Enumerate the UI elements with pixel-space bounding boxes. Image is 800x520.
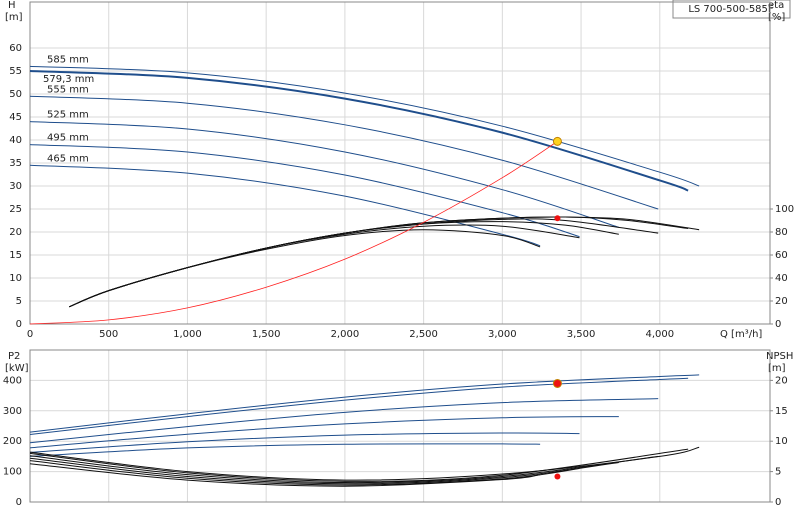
curve-label: 465 mm (47, 153, 89, 164)
x-tick-label: 1,000 (173, 329, 202, 340)
plot-frame (29, 349, 771, 503)
title-box (672, 0, 791, 19)
y2-tick-label: 100 (775, 204, 794, 215)
x-tick-label: 3,500 (567, 329, 596, 340)
y-axis-label: P2 (8, 351, 20, 362)
curve (29, 164, 541, 247)
curve (29, 377, 689, 436)
y2-axis-label: eta (768, 0, 784, 11)
y2-tick-label: 40 (775, 273, 788, 284)
curve (29, 374, 700, 433)
y-tick-label: 60 (9, 43, 22, 54)
y-tick-label: 0 (16, 497, 22, 508)
y-tick-label: 10 (9, 273, 22, 284)
curve (29, 398, 659, 444)
y-tick-label: 200 (3, 436, 22, 447)
chart-title: LS 700-500-585F (688, 4, 774, 15)
curve (29, 432, 580, 453)
x-tick-label: 3,000 (488, 329, 517, 340)
operating-point (552, 378, 562, 388)
y2-tick-label: 80 (775, 227, 788, 238)
operating-point (552, 136, 562, 146)
curve (69, 216, 700, 308)
curve (29, 460, 580, 486)
x-tick-label: 4,000 (645, 329, 674, 340)
curve-label: 525 mm (47, 110, 89, 121)
y-tick-label: 25 (9, 204, 22, 215)
y2-tick-label: 5 (775, 467, 781, 478)
curve-label: 585 mm (47, 54, 89, 65)
y2-tick-label: 60 (775, 250, 788, 261)
y2-tick-label: 20 (775, 296, 788, 307)
y2-axis-label: NPSH (766, 351, 793, 362)
curve-label: 555 mm (47, 84, 89, 95)
curve (29, 121, 620, 228)
curve (29, 416, 619, 449)
y2-tick-label: 20 (775, 375, 788, 386)
y-tick-label: 400 (3, 375, 22, 386)
curve (69, 224, 580, 308)
x-axis-label: Q [m³/h] (720, 329, 762, 340)
y-axis-unit: [kW] (5, 363, 29, 374)
y-tick-label: 50 (9, 89, 22, 100)
curve (29, 70, 689, 192)
y-axis-unit: [m] (5, 12, 23, 23)
y-tick-label: 100 (3, 467, 22, 478)
x-tick-label: 2,000 (331, 329, 360, 340)
curve (69, 229, 541, 308)
operating-point (554, 473, 561, 480)
y-tick-label: 45 (9, 112, 22, 123)
curve (29, 144, 580, 238)
curve-label: 579,3 mm (43, 74, 94, 85)
y2-tick-label: 0 (775, 319, 781, 330)
y2-tick-label: 0 (775, 497, 781, 508)
curve (29, 95, 659, 210)
curve (29, 455, 659, 484)
y-tick-label: 0 (16, 319, 22, 330)
y2-tick-label: 15 (775, 406, 788, 417)
x-tick-label: 1,500 (252, 329, 281, 340)
y-tick-label: 5 (16, 296, 22, 307)
curve-label: 495 mm (47, 133, 89, 144)
x-tick-label: 2,500 (409, 329, 438, 340)
operating-point (554, 215, 561, 222)
y-tick-label: 55 (9, 66, 22, 77)
y-tick-label: 15 (9, 250, 22, 261)
curve (29, 141, 558, 325)
y-tick-label: 35 (9, 158, 22, 169)
curve (29, 65, 700, 187)
curve (29, 463, 541, 487)
y-tick-label: 300 (3, 406, 22, 417)
curve (29, 457, 619, 485)
y-axis-label: H (8, 0, 16, 11)
curve (29, 448, 689, 482)
x-tick-label: 500 (99, 329, 118, 340)
y-tick-label: 20 (9, 227, 22, 238)
y-tick-label: 40 (9, 135, 22, 146)
curve (29, 443, 541, 457)
y2-tick-label: 10 (775, 436, 788, 447)
y2-axis-unit: [m] (768, 363, 786, 374)
plot-frame (29, 1, 771, 325)
y2-axis-unit: [%] (768, 12, 785, 23)
x-tick-label: 0 (27, 329, 33, 340)
y-tick-label: 30 (9, 181, 22, 192)
